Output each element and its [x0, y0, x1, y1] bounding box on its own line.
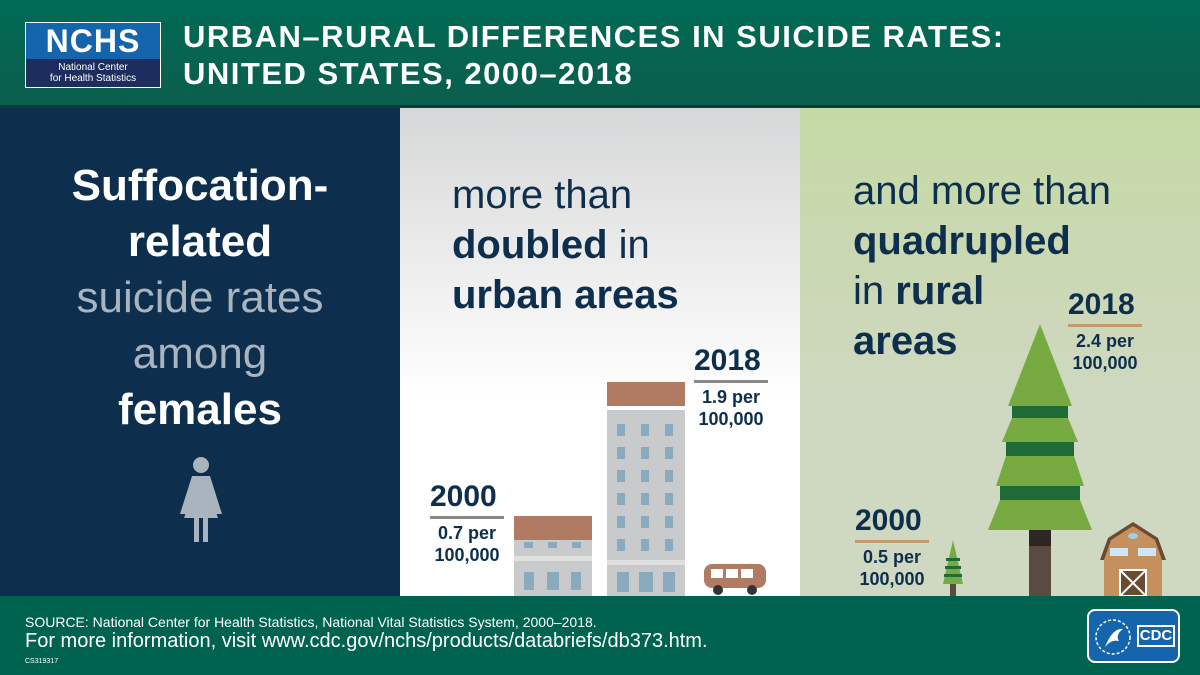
page-title: URBAN–RURAL DIFFERENCES IN SUICIDE RATES…	[183, 18, 1005, 92]
header: NCHS National Center for Health Statistic…	[0, 0, 1200, 108]
tall-tree-icon	[988, 324, 1092, 596]
left-panel: Suffocation- related suicide rates among…	[0, 108, 400, 596]
hhs-eagle-icon	[1095, 619, 1131, 655]
urban-panel: more than doubled in urban areas 2000 0.…	[400, 108, 800, 596]
rate: 0.5 per 100,000	[859, 547, 925, 589]
doc-code: CS319317	[25, 658, 59, 665]
more-info-text: For more information, visit www.cdc.gov/…	[25, 630, 708, 652]
rate: 0.7 per 100,000	[434, 523, 500, 565]
barn-icon	[1100, 522, 1166, 596]
text-line: in	[607, 223, 650, 267]
female-person-icon	[180, 457, 222, 542]
title-line2: UNITED STATES, 2000–2018	[183, 56, 634, 91]
left-panel-text: Suffocation- related suicide rates among…	[0, 158, 400, 438]
text-bold: doubled	[452, 223, 608, 267]
hhs-cdc-logo: CDC	[1087, 609, 1180, 663]
logo-sub-line2: for Health Statistics	[49, 73, 137, 84]
year-label: 2018	[694, 344, 761, 377]
cdc-logo-text: CDC	[1137, 625, 1175, 647]
title-line1: URBAN–RURAL DIFFERENCES IN SUICIDE RATES…	[183, 19, 1005, 54]
rural-2000-stat: 2000 0.5 per 100,000	[855, 504, 929, 590]
year-label: 2000	[855, 504, 922, 537]
footer: SOURCE: National Center for Health Stati…	[0, 596, 1200, 675]
rural-2018-stat: 2018 2.4 per 100,000	[1068, 288, 1142, 374]
text-line: urban areas	[452, 273, 679, 317]
rural-panel: and more than quadrupled in rural areas …	[800, 108, 1200, 596]
text-line: females	[118, 385, 282, 434]
urban-2018-stat: 2018 1.9 per 100,000	[694, 344, 768, 430]
urban-2000-stat: 2000 0.7 per 100,000	[430, 480, 504, 566]
small-building-icon	[514, 516, 592, 596]
urban-headline: more than doubled in urban areas	[452, 170, 679, 320]
year-label: 2000	[430, 480, 497, 513]
tall-building-icon	[607, 382, 685, 596]
text-line: suicide rates	[76, 273, 324, 322]
text-line: areas	[853, 319, 958, 363]
text-line: related	[127, 217, 273, 266]
text-line: among	[132, 329, 268, 378]
logo-main: NCHS	[26, 23, 160, 59]
source-text: SOURCE: National Center for Health Stati…	[25, 614, 597, 630]
text-line: Suffocation-	[71, 161, 329, 210]
rural-headline: and more than quadrupled in rural areas	[853, 166, 1111, 366]
text-bold: quadrupled	[853, 219, 1071, 263]
rate: 1.9 per 100,000	[698, 387, 764, 429]
year-label: 2018	[1068, 288, 1135, 321]
bus-icon	[704, 564, 766, 595]
logo-sub: National Center for Health Statistics	[26, 59, 160, 87]
rate: 2.4 per 100,000	[1072, 331, 1138, 373]
nchs-logo: NCHS National Center for Health Statistic…	[25, 22, 161, 88]
text-line: more than	[452, 173, 633, 217]
logo-sub-line1: National Center	[58, 62, 128, 73]
text-line: and more than	[853, 169, 1111, 213]
small-tree-icon	[943, 540, 963, 596]
